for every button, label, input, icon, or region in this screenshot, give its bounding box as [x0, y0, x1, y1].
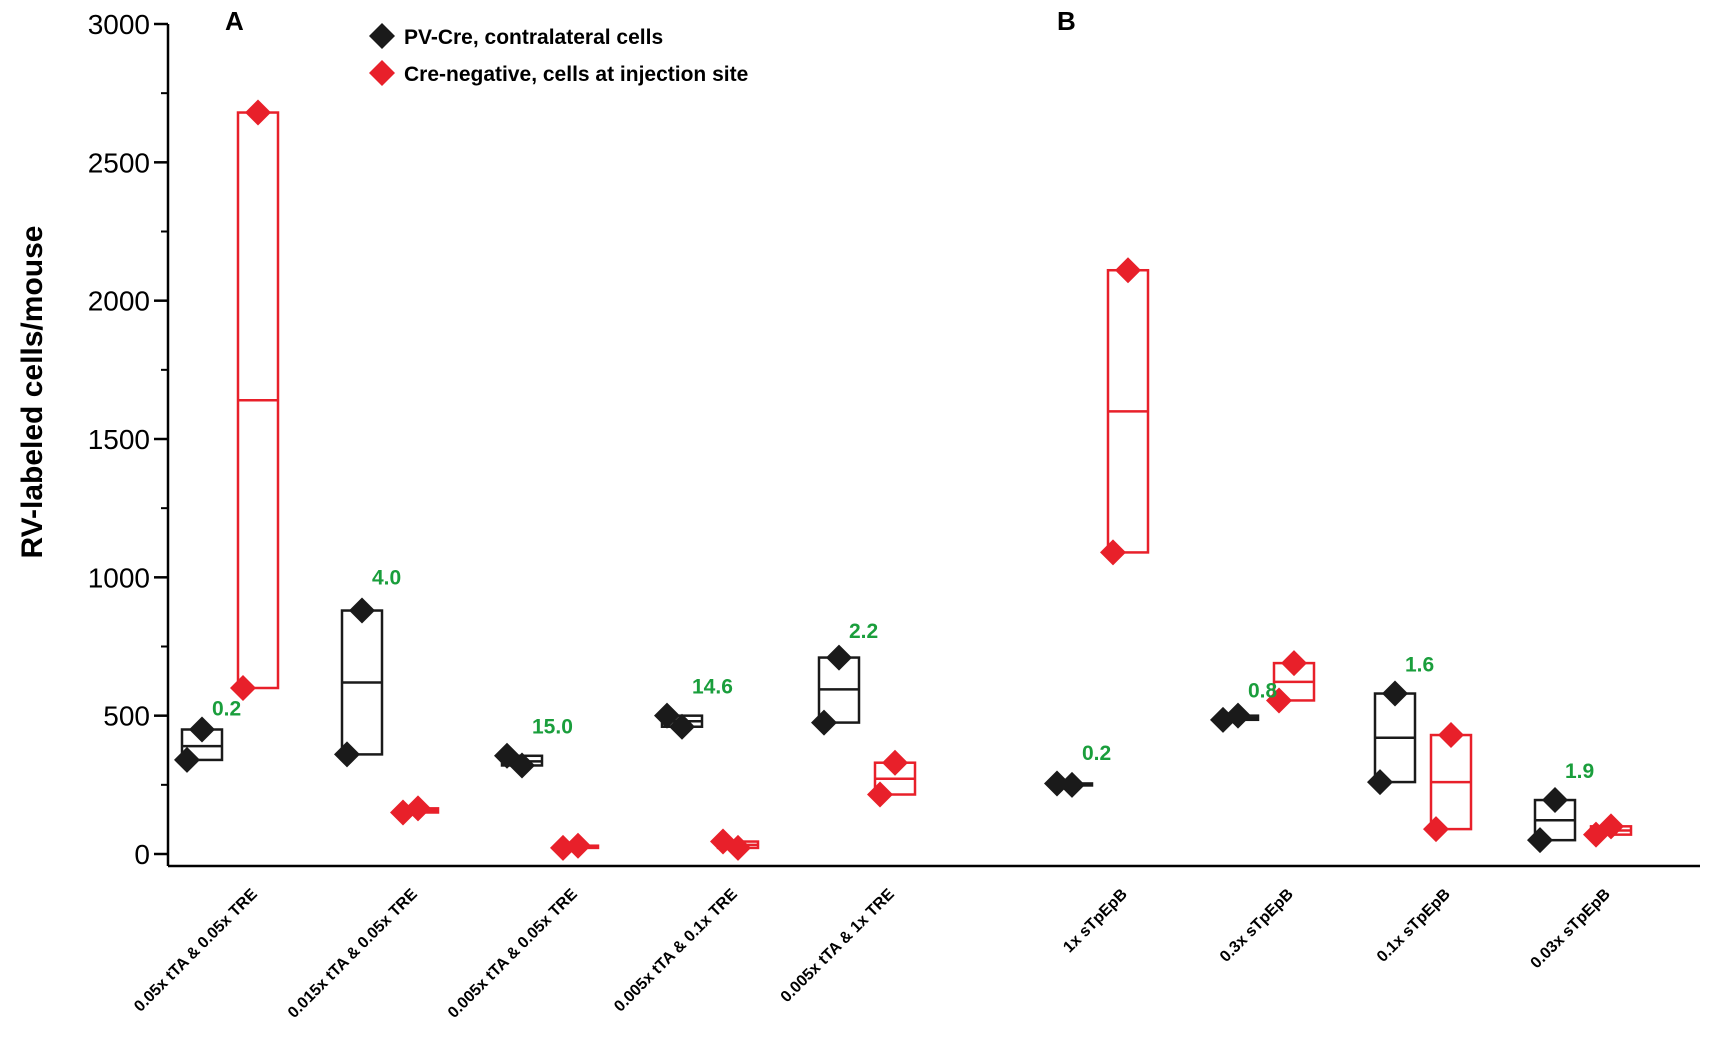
point-cre-negative	[390, 799, 416, 826]
axes: 0 500 1000 1500 2000 2500 3000 0.05x tTA & 0.05…	[88, 9, 1700, 1022]
point-pv-cre	[826, 644, 852, 671]
point-pv-cre	[811, 709, 837, 736]
legend-marker-cre-negative	[369, 60, 395, 86]
legend-label-pv-cre: PV-Cre, contralateral cells	[404, 26, 663, 49]
category-label: 0.3x sTpEpB	[1217, 886, 1297, 966]
ratio-label: 0.2	[1082, 742, 1111, 765]
point-pv-cre	[174, 746, 200, 773]
legend-label-cre-negative: Cre-negative, cells at injection site	[404, 63, 748, 86]
ratio-label: 1.9	[1565, 760, 1594, 783]
category-label: 0.05x tTA & 0.05x TRE	[131, 886, 261, 1016]
point-pv-cre	[494, 742, 520, 769]
point-cre-negative	[867, 781, 893, 808]
point-pv-cre	[669, 713, 695, 740]
panel-label-b: B	[1057, 6, 1076, 36]
ratio-label: 1.6	[1405, 653, 1434, 676]
point-cre-negative	[1115, 257, 1141, 284]
legend-marker-pv-cre	[369, 23, 395, 49]
ratio-label: 0.2	[212, 698, 241, 721]
point-cre-negative	[882, 749, 908, 776]
y-tick-label: 1500	[88, 424, 150, 455]
point-pv-cre	[1044, 770, 1070, 797]
point-cre-negative	[245, 99, 271, 126]
y-tick-label: 500	[103, 701, 150, 732]
category-label: 0.005x tTA & 1x TRE	[778, 886, 898, 1006]
ratio-label: 14.6	[692, 676, 733, 699]
category-label: 0.015x tTA & 0.05x TRE	[285, 886, 421, 1022]
category-label: 1x sTpEpB	[1060, 886, 1130, 956]
y-tick-label: 2500	[88, 147, 150, 178]
legend: PV-Cre, contralateral cells Cre-negative,…	[369, 23, 748, 86]
point-cre-negative	[1438, 722, 1464, 749]
category-label: 0.1x sTpEpB	[1374, 886, 1454, 966]
point-pv-cre	[334, 741, 360, 768]
point-pv-cre	[1527, 827, 1553, 854]
point-pv-cre	[349, 597, 375, 624]
panel-label-a: A	[225, 6, 244, 36]
point-pv-cre	[1382, 680, 1408, 707]
point-cre-negative	[1266, 687, 1292, 714]
ratio-label: 0.8	[1248, 680, 1278, 703]
point-cre-negative	[710, 828, 736, 855]
category-label: 0.005x tTA & 0.1x TRE	[611, 886, 741, 1016]
point-cre-negative	[1583, 821, 1609, 848]
y-axis-label: RV-labeled cells/mouse	[16, 226, 49, 559]
point-cre-negative	[230, 675, 256, 701]
point-pv-cre	[1367, 769, 1393, 796]
point-cre-negative	[550, 834, 576, 861]
point-pv-cre	[654, 702, 680, 729]
ratio-label: 15.0	[532, 716, 573, 739]
y-tick-label: 2000	[88, 286, 150, 317]
point-pv-cre	[189, 716, 215, 743]
y-tick-label: 3000	[88, 9, 150, 40]
marks: 0.2 4.0 15.0 14.6 2.2 0.2 0.8 1.6 1.9	[174, 99, 1633, 861]
ratio-label: 2.2	[849, 620, 878, 643]
ratio-label: 4.0	[372, 566, 401, 589]
point-pv-cre	[1059, 771, 1085, 798]
point-cre-negative	[1100, 539, 1126, 566]
y-tick-label: 1000	[88, 562, 150, 593]
point-pv-cre	[1542, 787, 1568, 814]
category-label: 0.005x tTA & 0.05x TRE	[445, 886, 581, 1022]
category-label: 0.03x sTpEpB	[1528, 886, 1614, 972]
y-tick-label: 0	[134, 839, 150, 870]
point-cre-negative	[1281, 650, 1307, 677]
point-pv-cre	[1210, 706, 1236, 733]
point-cre-negative	[1423, 816, 1449, 843]
